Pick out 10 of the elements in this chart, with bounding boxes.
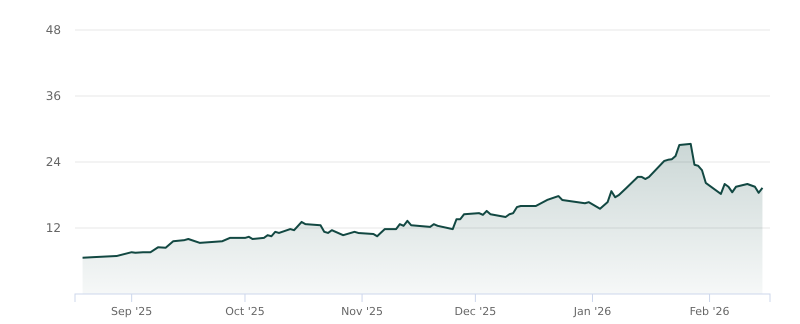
x-tick-label: Feb '26 bbox=[690, 304, 730, 318]
y-tick-label: 48 bbox=[46, 22, 61, 37]
x-tick-label: Dec '25 bbox=[454, 304, 496, 318]
x-tick-label: Sep '25 bbox=[111, 304, 152, 318]
y-tick-label: 24 bbox=[46, 154, 61, 169]
x-tick-label: Jan '26 bbox=[572, 304, 612, 318]
y-tick-label: 36 bbox=[46, 88, 61, 103]
x-tick-label: Nov '25 bbox=[341, 304, 384, 318]
y-tick-label: 12 bbox=[46, 220, 61, 235]
x-tick-label: Oct '25 bbox=[225, 304, 265, 318]
